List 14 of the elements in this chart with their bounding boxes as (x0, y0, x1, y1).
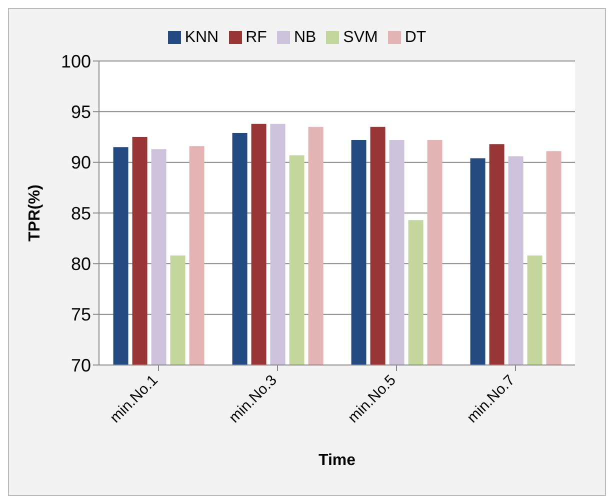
y-tick-label: 75 (70, 304, 91, 325)
y-tick-label: 80 (70, 254, 91, 274)
y-axis-title: TPR(%) (26, 184, 44, 242)
x-axis-title: Time (318, 452, 356, 469)
y-tick-label: 85 (70, 203, 91, 224)
legend-label: DT (404, 29, 426, 46)
y-tick-label: 95 (70, 102, 91, 122)
y-tick-label: 70 (70, 355, 91, 376)
y-tick-label: 100 (60, 51, 91, 72)
legend-label: SVM (343, 29, 378, 46)
legend-label: KNN (184, 29, 219, 46)
y-tick-label: 90 (70, 152, 91, 173)
legend-label: NB (294, 29, 316, 46)
legend-label: RF (246, 29, 267, 46)
